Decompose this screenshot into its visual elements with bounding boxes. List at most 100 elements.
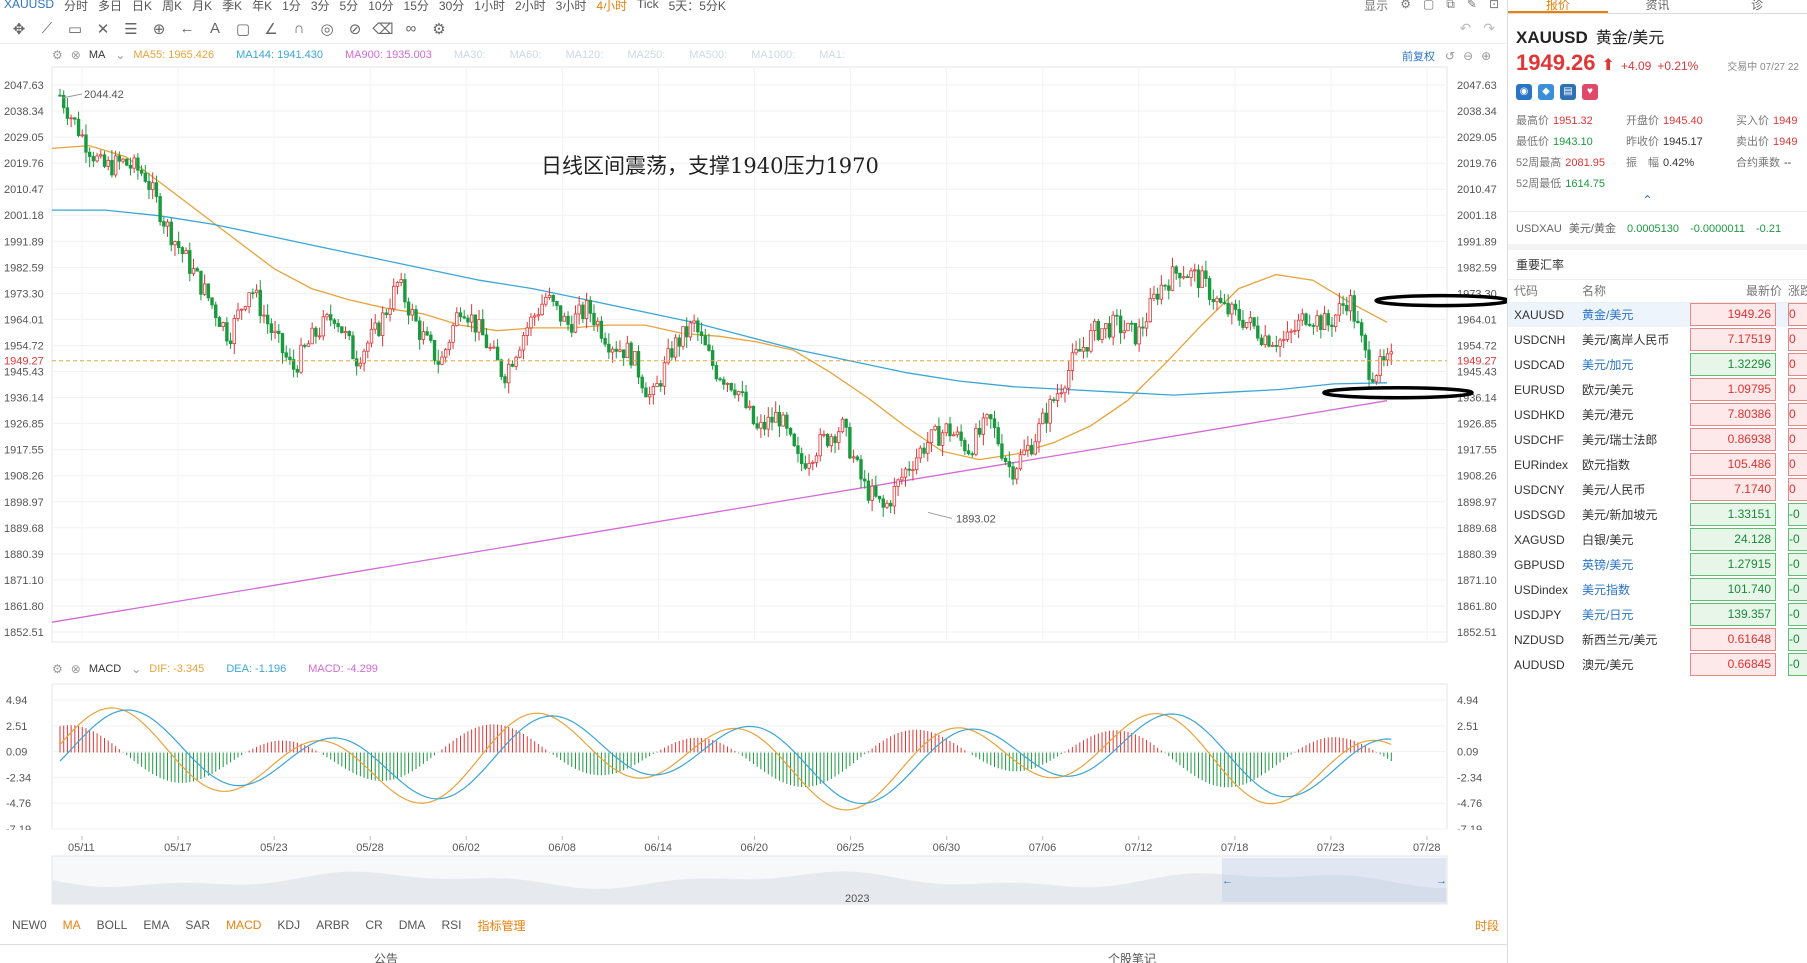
note-icon[interactable]: ▤: [1560, 84, 1576, 100]
close-icon[interactable]: ⊗: [70, 48, 81, 62]
period-tab[interactable]: 5天：5分K: [668, 0, 726, 13]
favorite-icon[interactable]: ♥: [1582, 84, 1598, 100]
navigator-window[interactable]: [1222, 858, 1446, 902]
top-tool-button[interactable]: ▢: [1422, 0, 1435, 11]
eye-icon[interactable]: ◎: [320, 21, 334, 38]
rate-row[interactable]: AUDUSD 澳元/美元 0.66845 -0: [1508, 652, 1807, 677]
rates-header-cell[interactable]: 代码: [1508, 280, 1576, 303]
chevron-down-icon[interactable]: ⌄: [131, 662, 142, 676]
channel-tool-icon[interactable]: ⊕: [152, 21, 166, 38]
rates-header-cell[interactable]: 涨跌: [1782, 280, 1807, 303]
period-tab[interactable]: XAUUSD: [4, 0, 55, 11]
navigator-right-handle[interactable]: →: [1436, 875, 1447, 887]
indicator-tab[interactable]: DMA: [398, 918, 426, 932]
indicator-manage-button[interactable]: 指标管理: [477, 918, 526, 933]
trash-icon[interactable]: ⌫: [372, 21, 394, 38]
navigator-left-handle[interactable]: ←: [1222, 875, 1233, 887]
period-tab[interactable]: 5分: [339, 0, 359, 13]
arrow-tool-icon[interactable]: ←: [179, 20, 195, 37]
announcement-link[interactable]: 公告: [374, 952, 399, 963]
period-tab[interactable]: 日K: [132, 0, 153, 13]
period-tab[interactable]: 1小时: [474, 0, 505, 13]
top-tool-button[interactable]: ✎: [1466, 0, 1477, 11]
period-tab[interactable]: 1分: [282, 0, 301, 13]
time-axis[interactable]: 05/11 05/17 05/23 05/28 06/02 06/08 06/14 06/20…: [0, 836, 1507, 906]
indicator-tab[interactable]: MA: [62, 918, 81, 932]
adjust-toggle[interactable]: 前复权: [1402, 51, 1435, 63]
rate-row[interactable]: USDCNY 美元/人民币 7.1740 0: [1508, 477, 1807, 502]
quote-tab[interactable]: 报价: [1508, 0, 1608, 13]
zoom-out-icon[interactable]: ⊖: [1463, 49, 1474, 63]
period-tab[interactable]: 分时: [64, 0, 89, 13]
rate-row[interactable]: USDCAD 美元/加元 1.32296 0: [1508, 352, 1807, 377]
indicator-tab[interactable]: KDJ: [277, 918, 301, 932]
top-tool-button[interactable]: ⧉: [1446, 0, 1455, 11]
rate-row[interactable]: EURUSD 欧元/美元 1.09795 0: [1508, 377, 1807, 402]
redo-icon[interactable]: ↷: [1483, 20, 1495, 36]
chevron-down-icon[interactable]: ⌄: [115, 48, 126, 62]
top-tool-button[interactable]: ⊡: [1488, 0, 1499, 11]
rate-row[interactable]: USDJPY 美元/日元 139.357 -0: [1508, 602, 1807, 627]
time-share-button[interactable]: 时段: [1474, 918, 1499, 933]
period-tab[interactable]: 3分: [310, 0, 330, 13]
indicator-tab[interactable]: EMA: [143, 918, 170, 932]
settings-icon[interactable]: ⚙: [432, 21, 446, 38]
rect-tool-icon[interactable]: ▭: [67, 21, 83, 38]
period-tab[interactable]: 2小时: [514, 0, 546, 13]
fib-tool-icon[interactable]: ☰: [124, 21, 138, 38]
hide-icon[interactable]: ⊘: [348, 21, 362, 38]
notes-link[interactable]: 个股笔记: [1108, 952, 1157, 963]
rate-row[interactable]: USDCHF 美元/瑞士法郎 0.86938 0: [1508, 427, 1807, 452]
close-icon[interactable]: ⊗: [70, 662, 81, 676]
period-tab[interactable]: 30分: [438, 0, 465, 13]
indicator-name[interactable]: MACD: [88, 663, 122, 675]
indicator-tab[interactable]: RSI: [441, 918, 462, 932]
quote-tab[interactable]: 资讯: [1645, 0, 1670, 12]
period-tab[interactable]: 4小时: [596, 0, 628, 13]
zoom-in-icon[interactable]: ⊕: [1481, 49, 1492, 63]
period-tab[interactable]: 月K: [192, 0, 213, 13]
rate-row[interactable]: XAUUSD 黄金/美元 1949.26 0: [1508, 302, 1807, 327]
rate-row[interactable]: USDCNH 美元/离岸人民币 7.17519 0: [1508, 327, 1807, 352]
period-tab[interactable]: 周K: [162, 0, 183, 13]
text-tool-icon[interactable]: A: [209, 20, 220, 37]
link-icon[interactable]: ∞: [405, 20, 417, 37]
globe-icon[interactable]: ◉: [1516, 84, 1532, 100]
usdxau-row[interactable]: USDXAU 美元/黄金 0.0005130 -0.0000011 -0.21: [1508, 211, 1807, 250]
quote-tab[interactable]: 诊: [1751, 0, 1764, 12]
macd-chart[interactable]: 4.94 4.94 2.51 2.51 0.09 0.09 -2.34 -2.34 -4.76 -…: [0, 680, 1507, 830]
indicator-tab[interactable]: NEW0: [12, 918, 47, 932]
pattern-tool-icon[interactable]: ✕: [96, 21, 110, 38]
pen-tool-icon[interactable]: ∠: [264, 21, 278, 38]
settings-icon[interactable]: ⚙: [52, 48, 63, 62]
rates-header-cell[interactable]: 最新价: [1684, 280, 1782, 303]
top-tool-button[interactable]: ⚙: [1400, 0, 1411, 11]
settings-icon[interactable]: ⚙: [52, 662, 63, 676]
period-tab[interactable]: 3小时: [555, 0, 587, 13]
indicator-tab[interactable]: BOLL: [96, 918, 128, 932]
rate-row[interactable]: EURindex 欧元指数 105.486 0: [1508, 452, 1807, 477]
indicator-tab[interactable]: CR: [365, 918, 383, 932]
rate-row[interactable]: USDHKD 美元/港元 7.80386 0: [1508, 402, 1807, 427]
rate-row[interactable]: USDSGD 美元/新加坡元 1.33151 -0: [1508, 502, 1807, 527]
period-tab[interactable]: 15分: [403, 0, 429, 13]
period-tab[interactable]: 年K: [252, 0, 273, 13]
rate-row[interactable]: GBPUSD 英镑/美元 1.27915 -0: [1508, 552, 1807, 577]
period-tab[interactable]: 多日: [98, 0, 123, 13]
indicator-tab[interactable]: SAR: [185, 918, 211, 932]
rate-row[interactable]: NZDUSD 新西兰元/美元 0.61648 -0: [1508, 627, 1807, 652]
magnet-icon[interactable]: ∩: [293, 20, 305, 37]
undo-icon[interactable]: ↶: [1459, 20, 1472, 36]
collapse-icon[interactable]: ⌃: [1642, 193, 1653, 207]
period-tab[interactable]: 季K: [222, 0, 243, 13]
price-chart[interactable]: 2047.63 2047.63 2038.34 2038.34 2029.05 2029.…: [0, 62, 1507, 662]
rates-header-cell[interactable]: 名称: [1576, 280, 1684, 303]
indicator-tab[interactable]: MACD: [226, 918, 262, 932]
tag-icon[interactable]: ◆: [1538, 84, 1554, 100]
comment-tool-icon[interactable]: ▢: [235, 21, 251, 38]
period-tab[interactable]: Tick: [637, 0, 659, 11]
crosshair-icon[interactable]: ✥: [12, 21, 26, 38]
reset-icon[interactable]: ↺: [1445, 49, 1456, 63]
rate-row[interactable]: USDindex 美元指数 101.740 -0: [1508, 577, 1807, 602]
indicator-tab[interactable]: ARBR: [316, 918, 350, 932]
